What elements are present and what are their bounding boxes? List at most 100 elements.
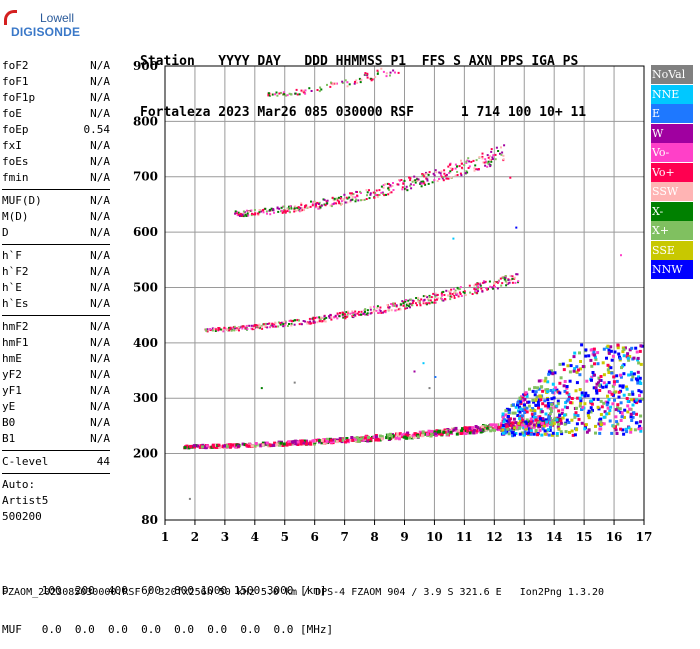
echo-point [445, 432, 449, 436]
echo-point [531, 407, 534, 411]
param-name: hmF1 [2, 336, 29, 349]
echo-point [626, 399, 630, 403]
echo-point [434, 432, 437, 436]
echo-point [439, 432, 443, 436]
echo-point [414, 179, 417, 182]
echo-point [282, 323, 285, 326]
echo-point [442, 179, 445, 182]
x-tick-label: 16 [606, 530, 623, 544]
echo-point [616, 406, 619, 410]
echo-point [584, 348, 588, 352]
param-name: hmF2 [2, 320, 29, 333]
echo-point [599, 375, 603, 378]
echo-point [426, 179, 429, 182]
echo-point [612, 375, 616, 379]
echo-point [304, 320, 306, 323]
autoscale-line: 500200 [2, 510, 42, 523]
echo-point [308, 317, 311, 320]
param-row: foF1 N/A [2, 74, 110, 90]
echo-point [616, 422, 620, 426]
echo-point [336, 312, 339, 315]
echo-point [254, 442, 258, 445]
echo-point [513, 411, 517, 415]
echo-point [214, 328, 217, 331]
echo-point [381, 191, 384, 194]
echo-point [605, 383, 609, 387]
x-tick-label: 11 [456, 530, 473, 544]
echo-point [511, 434, 515, 438]
echo-point [616, 346, 620, 350]
echo-point [601, 361, 605, 365]
echo-point [441, 177, 444, 180]
echo-point [473, 169, 476, 172]
echo-point [288, 205, 290, 208]
echo-point [248, 324, 251, 327]
param-name: foF1p [2, 91, 36, 104]
echo-point [478, 156, 481, 159]
echo-point [445, 173, 448, 176]
echo-point [198, 445, 202, 449]
echo-point [618, 357, 622, 361]
echo-point [261, 441, 265, 445]
echo-point [620, 366, 623, 370]
echo-point [318, 316, 321, 319]
echo-point [598, 378, 602, 382]
echo-point [440, 298, 443, 300]
echo-point [268, 94, 271, 97]
echo-point [298, 93, 301, 96]
echo-point [344, 79, 347, 82]
echo-point [238, 215, 241, 217]
echo-point [269, 213, 272, 216]
echo-point [338, 200, 340, 203]
echo-point [565, 399, 569, 403]
echo-point [206, 330, 209, 333]
echo-point [497, 425, 501, 429]
echo-point [219, 328, 222, 331]
echo-point [360, 313, 362, 316]
echo-point [509, 429, 513, 433]
echo-point [417, 300, 420, 303]
echo-point [594, 424, 597, 428]
echo-point [456, 174, 459, 176]
echo-point [507, 278, 510, 281]
echo-point [449, 170, 452, 173]
clevel-label: C-level [2, 455, 49, 468]
echo-point [389, 435, 393, 438]
echo-point [592, 350, 596, 354]
echo-point [620, 415, 624, 419]
echo-point [427, 173, 430, 176]
echo-point [611, 384, 615, 388]
echo-point [483, 424, 487, 428]
echo-point [255, 324, 258, 327]
echo-point [507, 432, 511, 436]
echo-point [516, 414, 520, 417]
echo-point [627, 373, 631, 377]
echo-point [486, 165, 489, 168]
param-value: N/A [90, 352, 110, 365]
echo-point [568, 358, 572, 362]
echo-point [459, 286, 462, 289]
echo-point [322, 441, 326, 445]
echo-point [504, 276, 507, 279]
echo-point [617, 395, 621, 399]
echo-point [507, 411, 511, 414]
echo-point [537, 379, 541, 383]
echo-point [196, 444, 200, 448]
echo-point [397, 437, 401, 441]
echo-point [506, 415, 510, 418]
echo-point [522, 425, 526, 429]
echo-point [376, 195, 379, 198]
echo-point [537, 425, 541, 429]
echo-point [468, 426, 472, 430]
echo-point [272, 208, 275, 211]
echo-point [436, 293, 439, 296]
echo-point [355, 198, 358, 201]
echo-point [299, 207, 302, 210]
echo-point [607, 348, 611, 352]
echo-point [486, 154, 489, 157]
echo-point [286, 210, 289, 212]
echo-point [425, 171, 427, 174]
echo-point [408, 436, 412, 440]
echo-point [424, 183, 427, 186]
echo-point [409, 298, 412, 301]
